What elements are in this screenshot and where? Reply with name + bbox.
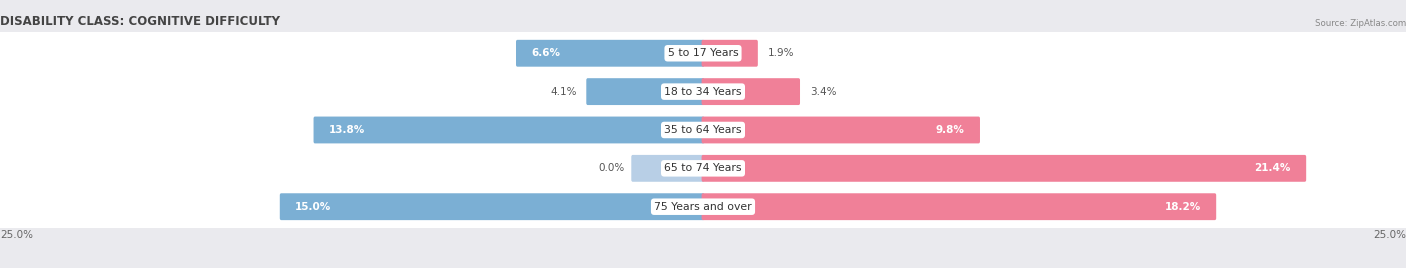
Text: 65 to 74 Years: 65 to 74 Years: [664, 163, 742, 173]
FancyBboxPatch shape: [702, 78, 800, 105]
Text: 6.6%: 6.6%: [531, 48, 561, 58]
Text: 75 Years and over: 75 Years and over: [654, 202, 752, 212]
Text: 4.1%: 4.1%: [550, 87, 576, 97]
Text: 3.4%: 3.4%: [810, 87, 837, 97]
Text: 15.0%: 15.0%: [295, 202, 332, 212]
Text: 1.9%: 1.9%: [768, 48, 794, 58]
Text: 13.8%: 13.8%: [329, 125, 366, 135]
Text: 25.0%: 25.0%: [1374, 230, 1406, 240]
FancyBboxPatch shape: [586, 78, 704, 105]
FancyBboxPatch shape: [0, 143, 1406, 194]
FancyBboxPatch shape: [0, 66, 1406, 117]
FancyBboxPatch shape: [702, 40, 758, 67]
Text: DISABILITY CLASS: COGNITIVE DIFFICULTY: DISABILITY CLASS: COGNITIVE DIFFICULTY: [0, 14, 280, 28]
FancyBboxPatch shape: [0, 104, 1406, 156]
Text: 9.8%: 9.8%: [935, 125, 965, 135]
Text: 0.0%: 0.0%: [598, 163, 624, 173]
Text: 5 to 17 Years: 5 to 17 Years: [668, 48, 738, 58]
FancyBboxPatch shape: [702, 155, 1306, 182]
Text: 35 to 64 Years: 35 to 64 Years: [664, 125, 742, 135]
FancyBboxPatch shape: [702, 193, 1216, 220]
Text: 21.4%: 21.4%: [1254, 163, 1291, 173]
FancyBboxPatch shape: [314, 117, 704, 143]
FancyBboxPatch shape: [702, 117, 980, 143]
FancyBboxPatch shape: [0, 28, 1406, 79]
FancyBboxPatch shape: [0, 36, 1406, 228]
FancyBboxPatch shape: [280, 193, 704, 220]
Text: 25.0%: 25.0%: [0, 230, 32, 240]
Text: 18.2%: 18.2%: [1164, 202, 1201, 212]
FancyBboxPatch shape: [0, 181, 1406, 232]
FancyBboxPatch shape: [516, 40, 704, 67]
FancyBboxPatch shape: [631, 155, 704, 182]
Text: 18 to 34 Years: 18 to 34 Years: [664, 87, 742, 97]
Text: Source: ZipAtlas.com: Source: ZipAtlas.com: [1315, 18, 1406, 28]
